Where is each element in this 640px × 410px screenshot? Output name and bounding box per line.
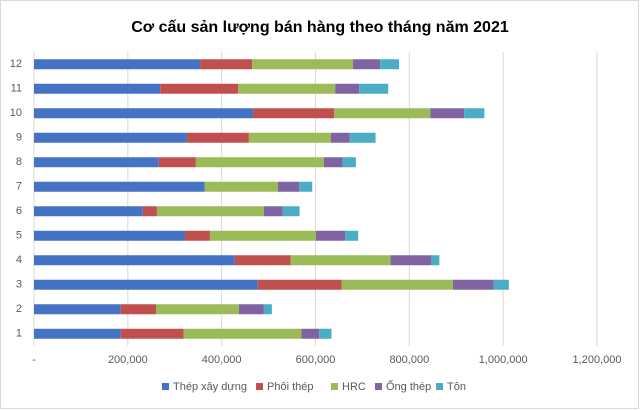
bar-segment bbox=[34, 206, 143, 217]
bar-segment bbox=[359, 83, 389, 94]
bar-segment bbox=[34, 230, 186, 241]
x-tick-label: - bbox=[32, 354, 36, 366]
y-tick-label: 9 bbox=[16, 132, 22, 144]
legend-swatch bbox=[162, 383, 169, 390]
legend-label: Tôn bbox=[447, 381, 466, 393]
legend-swatch bbox=[436, 383, 443, 390]
bar-segment bbox=[464, 108, 485, 119]
legend-swatch bbox=[331, 383, 338, 390]
bar-segment bbox=[34, 181, 205, 192]
bar-segment bbox=[239, 304, 264, 315]
bar-segment bbox=[234, 255, 291, 266]
y-tick-label: 6 bbox=[16, 205, 22, 217]
legend-label: Thép xây dựng bbox=[173, 381, 247, 393]
bar-segment bbox=[252, 59, 354, 70]
bar-segment bbox=[323, 157, 343, 168]
bar-segment bbox=[277, 181, 300, 192]
bar-segment bbox=[452, 279, 494, 290]
x-tick-label: 1,200,000 bbox=[573, 354, 622, 366]
bar-segment bbox=[390, 255, 432, 266]
bar-segment bbox=[342, 157, 356, 168]
bar-segment bbox=[160, 83, 239, 94]
bar-segment bbox=[34, 279, 258, 290]
x-tick-label: 600,000 bbox=[296, 354, 336, 366]
y-tick-label: 12 bbox=[10, 58, 22, 70]
bar-segment bbox=[142, 206, 157, 217]
bar-segment bbox=[341, 279, 453, 290]
x-tick-label: 400,000 bbox=[202, 354, 242, 366]
bar-segment bbox=[330, 132, 350, 143]
bar-segment bbox=[34, 304, 121, 315]
y-tick-label: 8 bbox=[16, 156, 22, 168]
bar-segment bbox=[155, 304, 240, 315]
bar-segment bbox=[315, 230, 346, 241]
legend-label: HRC bbox=[342, 381, 366, 393]
bar-segment bbox=[156, 206, 264, 217]
bar-segment bbox=[195, 157, 324, 168]
bar-segment bbox=[120, 328, 184, 339]
x-tick-label: 200,000 bbox=[108, 354, 148, 366]
bar-segment bbox=[183, 328, 302, 339]
bar-segment bbox=[34, 59, 201, 70]
bar-segment bbox=[263, 304, 272, 315]
legend-swatch bbox=[256, 383, 263, 390]
bar-segment bbox=[34, 83, 161, 94]
legend-label: Phôi thép bbox=[267, 381, 313, 393]
bar-segment bbox=[238, 83, 336, 94]
bar-segment bbox=[301, 328, 320, 339]
bar-segment bbox=[299, 181, 313, 192]
bar-segment bbox=[204, 181, 278, 192]
chart-title: Cơ cấu sản lượng bán hàng theo tháng năm… bbox=[131, 19, 509, 36]
y-tick-label: 5 bbox=[16, 230, 22, 242]
bar-segment bbox=[34, 132, 187, 143]
y-tick-label: 10 bbox=[10, 107, 22, 119]
bar-segment bbox=[120, 304, 156, 315]
bar-segment bbox=[353, 59, 381, 70]
bar-segment bbox=[158, 157, 196, 168]
y-tick-label: 11 bbox=[11, 83, 22, 95]
bar-segment bbox=[290, 255, 391, 266]
y-tick-label: 2 bbox=[16, 303, 22, 315]
bar-segment bbox=[430, 108, 465, 119]
legend-swatch bbox=[375, 383, 382, 390]
bar-segment bbox=[380, 59, 400, 70]
bar-segment bbox=[248, 132, 331, 143]
y-tick-label: 3 bbox=[16, 279, 22, 291]
bar-segment bbox=[431, 255, 440, 266]
x-tick-label: 1,000,000 bbox=[479, 354, 528, 366]
bar-segment bbox=[34, 328, 121, 339]
bar-segment bbox=[185, 230, 210, 241]
bar-segment bbox=[282, 206, 300, 217]
bar-segment bbox=[257, 279, 342, 290]
bar-segment bbox=[34, 255, 235, 266]
bar-segment bbox=[253, 108, 335, 119]
bar-segment bbox=[263, 206, 283, 217]
bar-segment bbox=[34, 108, 254, 119]
bar-segment bbox=[493, 279, 509, 290]
bar-segment bbox=[319, 328, 332, 339]
bar-segment bbox=[349, 132, 376, 143]
bar-segment bbox=[200, 59, 253, 70]
x-tick-label: 800,000 bbox=[389, 354, 429, 366]
y-tick-label: 1 bbox=[16, 328, 22, 340]
bar-segment bbox=[186, 132, 249, 143]
bar-segment bbox=[334, 108, 431, 119]
bar-segment bbox=[345, 230, 359, 241]
bar-segment bbox=[335, 83, 360, 94]
legend-label: Ống thép bbox=[386, 379, 431, 393]
y-tick-label: 7 bbox=[16, 181, 22, 193]
bar-segment bbox=[209, 230, 316, 241]
bar-segment bbox=[34, 157, 159, 168]
y-tick-label: 4 bbox=[16, 254, 22, 266]
